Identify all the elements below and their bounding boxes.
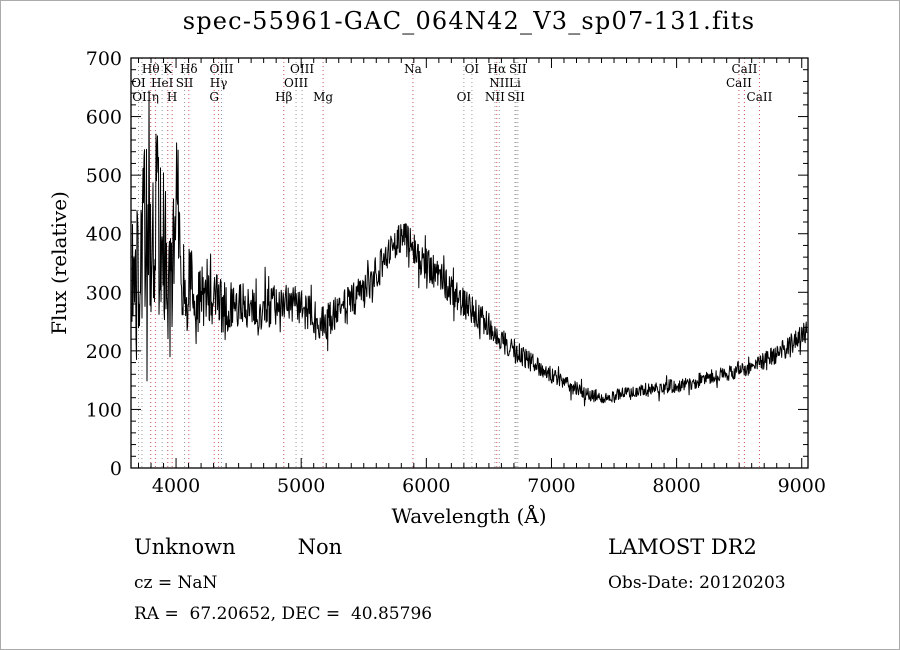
spectral-line-label: SII (509, 62, 527, 76)
plot-title: spec-55961-GAC_064N42_V3_sp07-131.fits (182, 7, 756, 35)
y-tick-label: 600 (86, 107, 122, 129)
spectral-line-markers (138, 58, 760, 468)
spectral-line-label: Na (404, 62, 422, 76)
x-tick-label: 5000 (277, 475, 325, 497)
spectral-line-label: SII (176, 76, 194, 90)
y-axis-label: Flux (relative) (47, 191, 71, 335)
spectral-line-label: OIII (284, 76, 308, 90)
spectral-line-label: OI (465, 62, 480, 76)
spectral-line-label: OIII (290, 62, 314, 76)
x-tick-label: 4000 (152, 475, 200, 497)
y-tick-label: 100 (86, 399, 122, 421)
x-tick-label: 8000 (652, 475, 700, 497)
spectral-line-label: G (209, 90, 219, 104)
spectral-line-label: NII (489, 76, 509, 90)
spectral-line-label: CaII (732, 62, 758, 76)
spectral-line-label: Mg (313, 90, 333, 104)
spectral-line-label: SII (507, 90, 525, 104)
spectral-line-label: OI (457, 90, 472, 104)
spectral-line-label: CaII (747, 90, 773, 104)
spectral-line-label: NII (485, 90, 505, 104)
plot-frame (130, 57, 809, 469)
spectral-line-label: K (163, 62, 173, 76)
axis-ticks (131, 57, 808, 469)
x-tick-label: 7000 (527, 475, 575, 497)
spectral-line-label: Hγ (210, 76, 228, 90)
class-label: Unknown (134, 535, 236, 559)
x-tick-label: 9000 (778, 475, 826, 497)
spectral-line-label: HeI (151, 76, 174, 90)
y-tick-label: 400 (86, 224, 122, 246)
spectral-line-label: Hδ (180, 62, 198, 76)
y-tick-label: 300 (86, 282, 122, 304)
y-tick-label: 0 (110, 458, 122, 480)
y-tick-label: 200 (86, 341, 122, 363)
spectral-line-label: OI (131, 76, 146, 90)
spectral-line-label: OII (132, 90, 152, 104)
y-tick-label: 700 (86, 48, 122, 70)
spectral-line-label: Hθ (142, 62, 160, 76)
obs-date: Obs-Date: 20120203 (608, 573, 786, 593)
ra-dec-value: RA = 67.20652, DEC = 40.85796 (134, 604, 433, 624)
tick-labels: 4000 5000 6000 7000 8000 9000 0 100 200 300 400 500… (86, 48, 826, 497)
spectral-line-label: Hα (487, 62, 506, 76)
classification-line: Unknown Non (134, 535, 342, 559)
cz-value: cz = NaN (134, 573, 218, 593)
spectral-line-label: Hβ (275, 90, 292, 104)
spectral-line-label: Li (509, 76, 521, 90)
y-tick-label: 500 (86, 165, 122, 187)
x-tick-label: 6000 (402, 475, 450, 497)
subclass-label: Non (297, 535, 343, 559)
survey-label: LAMOST DR2 (608, 535, 757, 559)
spectral-line-label: OIII (209, 62, 233, 76)
spectral-line-label: CaII (726, 76, 752, 90)
spectral-line-label: η (152, 90, 159, 104)
spectral-line-label: H (167, 90, 177, 104)
x-axis-label: Wavelength (Å) (391, 504, 547, 528)
spectrum-trace (131, 90, 808, 407)
